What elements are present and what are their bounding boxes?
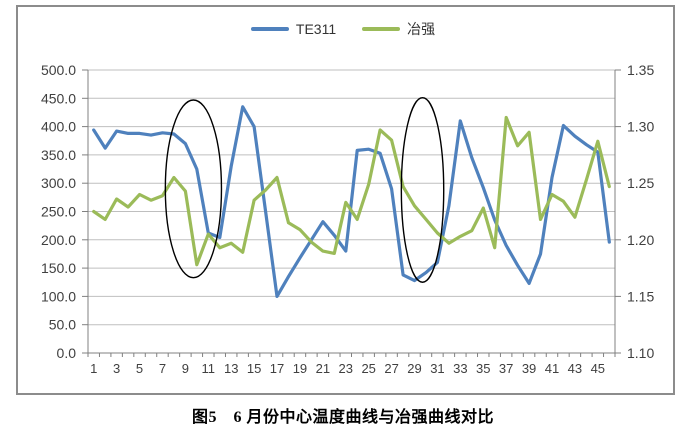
highlight-ellipse-annotation (164, 99, 223, 279)
y-axis-left-tick-label: 50.0 (49, 317, 76, 333)
y-axis-left-tick-label: 250.0 (41, 204, 76, 220)
figure-caption: 图5 6 月份中心温度曲线与冶强曲线对比 (191, 409, 494, 426)
x-axis-tick-label: 37 (499, 361, 513, 376)
x-axis-tick-label: 23 (339, 361, 353, 376)
x-axis-tick-label: 39 (522, 361, 536, 376)
x-axis-tick-label: 45 (591, 361, 605, 376)
legend-item-te311: TE311 (250, 21, 337, 37)
x-axis-tick-label: 43 (568, 361, 582, 376)
x-axis-tick-label: 33 (453, 361, 467, 376)
legend-label-te311: TE311 (295, 21, 337, 37)
y-axis-left-tick-label: 100.0 (41, 288, 76, 304)
highlight-ellipse-annotation (400, 97, 445, 283)
y-axis-right-tick-label: 1.35 (627, 62, 654, 78)
x-axis-tick-label: 31 (430, 361, 444, 376)
x-axis-tick-label: 9 (182, 361, 189, 376)
y-axis-right-tick-label: 1.15 (627, 288, 654, 304)
y-axis-right-tick-label: 1.30 (627, 119, 654, 135)
legend-item-yeqiang: 冶强 (362, 22, 435, 36)
x-axis-tick-label: 17 (270, 361, 284, 376)
y-axis-left-tick-label: 200.0 (41, 232, 76, 248)
x-axis-tick-label: 15 (247, 361, 261, 376)
x-axis-tick-label: 25 (361, 361, 375, 376)
x-axis-tick-label: 29 (407, 361, 421, 376)
legend-swatch-te311 (250, 27, 289, 31)
y-axis-left-tick-label: 450.0 (41, 90, 76, 106)
y-axis-left-tick-label: 150.0 (41, 260, 76, 276)
y-axis-left-tick-label: 0.0 (57, 345, 77, 361)
x-axis-tick-label: 11 (202, 361, 216, 376)
series-line-yeqiang (92, 115, 611, 267)
series-line-te311 (92, 105, 611, 298)
y-axis-right-tick-label: 1.10 (627, 345, 654, 361)
x-axis-tick-label: 27 (384, 361, 398, 376)
y-axis-left-tick-label: 300.0 (41, 175, 76, 191)
x-axis-tick-label: 7 (159, 361, 166, 376)
chart-legend: TE311 冶强 (0, 22, 686, 36)
x-axis-tick-label: 41 (545, 361, 559, 376)
y-axis-left-tick-label: 400.0 (41, 119, 76, 135)
x-axis-tick-label: 1 (90, 361, 97, 376)
y-axis-left-tick-label: 500.0 (41, 62, 76, 78)
x-axis-tick-label: 13 (224, 361, 238, 376)
x-axis-tick-label: 3 (113, 361, 120, 376)
x-axis-tick-label: 35 (476, 361, 490, 376)
x-axis-tick-label: 5 (136, 361, 143, 376)
y-axis-right-tick-label: 1.25 (627, 175, 654, 191)
legend-swatch-yeqiang (362, 27, 401, 31)
y-axis-right-tick-label: 1.20 (627, 232, 654, 248)
x-axis-tick-label: 21 (316, 361, 330, 376)
legend-label-yeqiang: 冶强 (407, 21, 436, 37)
x-axis-tick-label: 19 (293, 361, 307, 376)
y-axis-left-tick-label: 350.0 (41, 147, 76, 163)
